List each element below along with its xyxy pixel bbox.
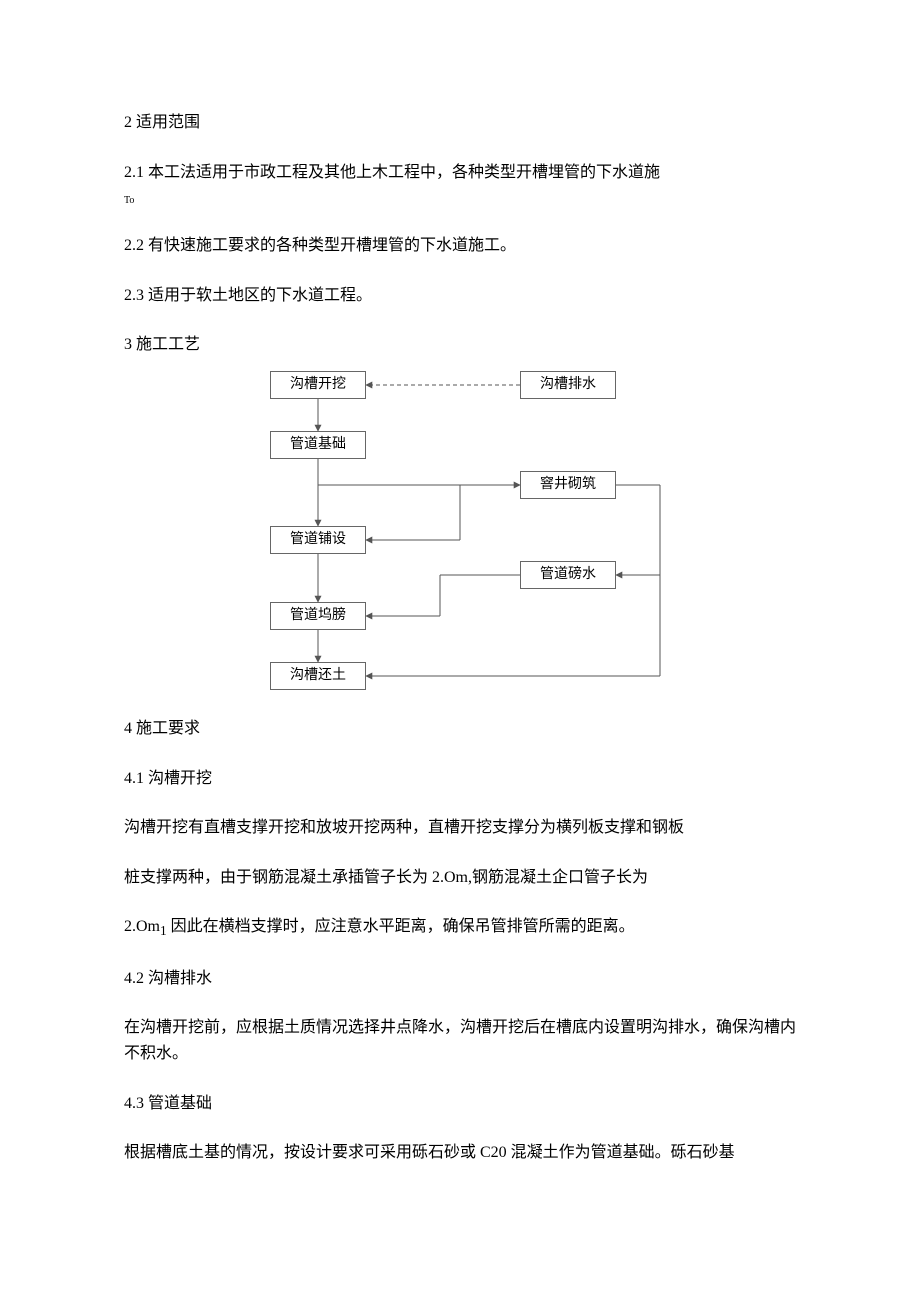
flowchart-node-n1: 沟槽开挖 [270, 371, 366, 399]
section-4-1-p3a: 2.Om [124, 918, 160, 935]
section-4-1-p3: 2.Om1 因此在横档支撑时，应注意水平距离，确保吊管排管所需的距离。 [124, 914, 796, 942]
section-4-2-p1: 在沟槽开挖前，应根据土质情况选择井点降水，沟槽开挖后在槽底内设置明沟排水，确保沟… [124, 1015, 796, 1066]
section-4-3-p1: 根据槽底土基的情况，按设计要求可采用砾石砂或 C20 混凝土作为管道基础。砾石砂… [124, 1140, 796, 1166]
flowchart-node-n3: 管道基础 [270, 431, 366, 459]
section-4-1-p1: 沟槽开挖有直槽支撑开挖和放坡开挖两种，直槽开挖支撑分为横列板支撑和钢板 [124, 815, 796, 841]
section-2-3: 2.3 适用于软土地区的下水道工程。 [124, 283, 796, 309]
section-3-title: 3 施工工艺 [124, 332, 796, 358]
flowchart-node-n5: 管道铺设 [270, 526, 366, 554]
section-2-1-sub: To [124, 193, 796, 209]
section-4-1-p3b: 因此在横档支撑时，应注意水平距离，确保吊管排管所需的距离。 [167, 918, 635, 935]
section-4-1-title: 4.1 沟槽开挖 [124, 766, 796, 792]
section-4-3-title: 4.3 管道基础 [124, 1091, 796, 1117]
section-4-title: 4 施工要求 [124, 716, 796, 742]
flowchart-node-n6: 管道磅水 [520, 561, 616, 589]
flowchart-container: 沟槽开挖 沟槽排水管道基础窨井砌筑管道铺设管道磅水管道坞膀沟槽还土 [124, 366, 796, 696]
flowchart-node-n2: 沟槽排水 [520, 371, 616, 399]
section-4-2-title: 4.2 沟槽排水 [124, 966, 796, 992]
section-2-1: 2.1 本工法适用于市政工程及其他上木工程中，各种类型开槽埋管的下水道施 [124, 160, 796, 186]
section-4-1-p2: 桩支撑两种，由于钢筋混凝土承插管子长为 2.Om,钢筋混凝土企口管子长为 [124, 865, 796, 891]
flowchart-node-n4: 窨井砌筑 [520, 471, 616, 499]
flowchart-node-n7: 管道坞膀 [270, 602, 366, 630]
section-2-2: 2.2 有快速施工要求的各种类型开槽埋管的下水道施工。 [124, 233, 796, 259]
flowchart: 沟槽开挖 沟槽排水管道基础窨井砌筑管道铺设管道磅水管道坞膀沟槽还土 [240, 366, 680, 696]
section-2-title: 2 适用范围 [124, 110, 796, 136]
flowchart-node-n8: 沟槽还土 [270, 662, 366, 690]
section-4-1-p3sub: 1 [160, 924, 167, 939]
